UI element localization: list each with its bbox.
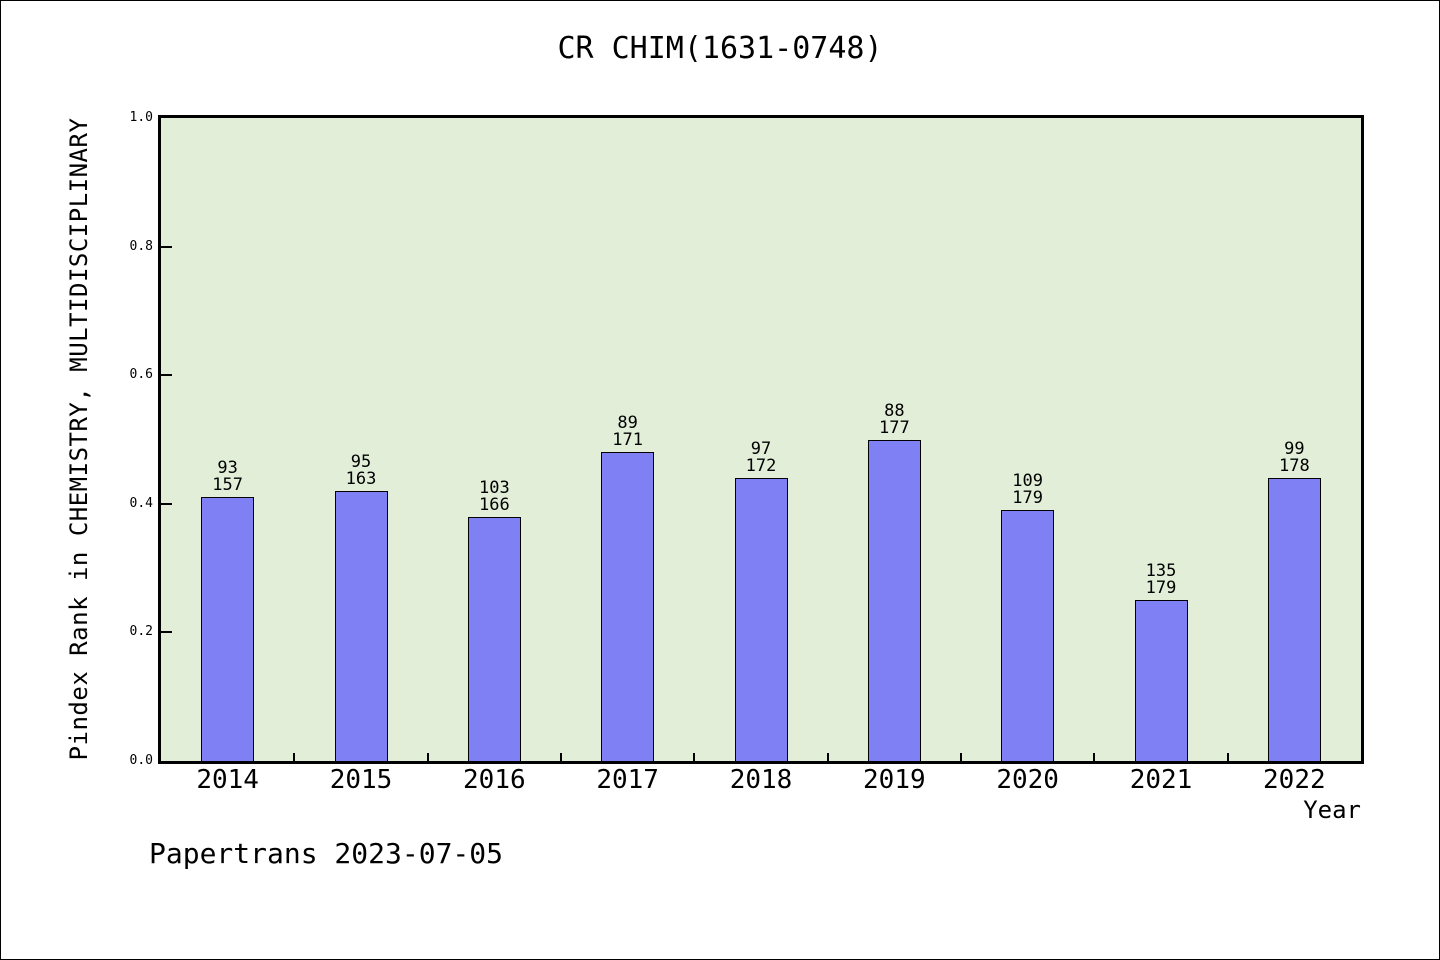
bar-value-label-2020: 109 179 <box>978 473 1078 507</box>
x-tick-label-2021: 2021 <box>1129 765 1193 795</box>
x-axis-label: Year <box>1303 796 1361 824</box>
bar-rank-2014: 93 <box>217 458 238 479</box>
bar-total-2014: 157 <box>212 475 244 496</box>
bar-value-label-2018: 97 172 <box>711 441 811 475</box>
bar-rank-2018: 97 <box>750 439 772 460</box>
bar-2014 <box>201 497 255 761</box>
x-tick-label-2018: 2018 <box>729 765 793 795</box>
y-tick-label-0.0: 0.0 <box>129 753 153 768</box>
bar-rank-2017: 89 <box>617 413 638 434</box>
bar-total-2019: 177 <box>878 417 910 438</box>
bar-total-2015: 163 <box>345 468 377 489</box>
x-tick-label-2020: 2020 <box>996 765 1059 795</box>
bar-2016 <box>467 516 521 761</box>
bar-rank-2022: 99 <box>1284 439 1305 460</box>
bar-value-label-2015: 95 163 <box>311 451 411 489</box>
y-tick-0.8 <box>161 245 172 248</box>
y-tick-label-0.6: 0.6 <box>129 367 153 383</box>
y-tick-label-0.2: 0.2 <box>129 624 153 640</box>
y-tick-label-1.0: 1.0 <box>129 110 153 125</box>
bar-total-2020: 179 <box>1012 488 1044 509</box>
bar-total-2016: 166 <box>478 494 510 515</box>
bar-rank-2021: 135 <box>1145 561 1177 582</box>
x-minor-tick-4 <box>693 753 696 761</box>
y-tick-label-0.8: 0.8 <box>129 238 153 254</box>
y-tick-0.6 <box>161 374 172 377</box>
bar-2015 <box>334 490 388 761</box>
bar-value-label-2022: 99 178 <box>1244 441 1344 475</box>
plot-area: 93 157 95 163 103 166 89 171 97 172 88 177 109 179 135… <box>158 115 1364 764</box>
bar-rank-2016: 103 <box>478 477 510 498</box>
y-tick-label-0.4: 0.4 <box>129 495 153 511</box>
bar-rank-2019: 88 <box>884 400 905 421</box>
y-tick-0.2 <box>161 631 172 634</box>
x-tick-label-2016: 2016 <box>463 765 526 795</box>
bar-value-label-2019: 88 177 <box>844 400 944 438</box>
x-minor-tick-1 <box>293 753 296 761</box>
x-tick-label-2017: 2017 <box>596 765 659 795</box>
bar-2022 <box>1267 478 1321 761</box>
chart-title: CR CHIM(1631-0748) <box>557 31 883 66</box>
bar-2021 <box>1134 600 1188 761</box>
bar-total-2021: 179 <box>1145 578 1177 599</box>
y-axis-label: Pindex Rank in CHEMISTRY, MULTIDISCIPLIN… <box>65 117 93 761</box>
bar-total-2022: 178 <box>1278 456 1310 477</box>
bar-total-2017: 171 <box>612 430 644 451</box>
x-minor-tick-6 <box>960 753 962 761</box>
bar-value-label-2021: 135 179 <box>1111 563 1211 597</box>
bar-2018 <box>734 478 788 761</box>
bar-value-label-2014: 93 157 <box>178 460 278 494</box>
x-minor-tick-5 <box>826 753 829 761</box>
bar-2017 <box>601 452 655 761</box>
bar-2019 <box>867 439 921 761</box>
x-tick-label-2014: 2014 <box>196 765 259 795</box>
x-tick-label-2019: 2019 <box>863 765 926 795</box>
x-minor-tick-7 <box>1093 753 1096 761</box>
bar-value-label-2017: 89 171 <box>578 415 678 449</box>
bar-2020 <box>1001 510 1055 761</box>
bar-rank-2015: 95 <box>350 451 372 472</box>
x-minor-tick-2 <box>426 753 429 761</box>
bar-total-2018: 172 <box>745 456 777 477</box>
bar-value-label-2016: 103 166 <box>444 477 544 515</box>
x-tick-label-2022: 2022 <box>1263 765 1326 795</box>
x-minor-tick-3 <box>560 753 562 761</box>
x-tick-label-2015: 2015 <box>329 765 393 795</box>
x-minor-tick-8 <box>1226 753 1229 761</box>
footer-watermark: Papertrans 2023-07-05 <box>149 837 504 870</box>
bar-rank-2020: 109 <box>1012 471 1044 492</box>
y-tick-0.4 <box>161 502 172 505</box>
